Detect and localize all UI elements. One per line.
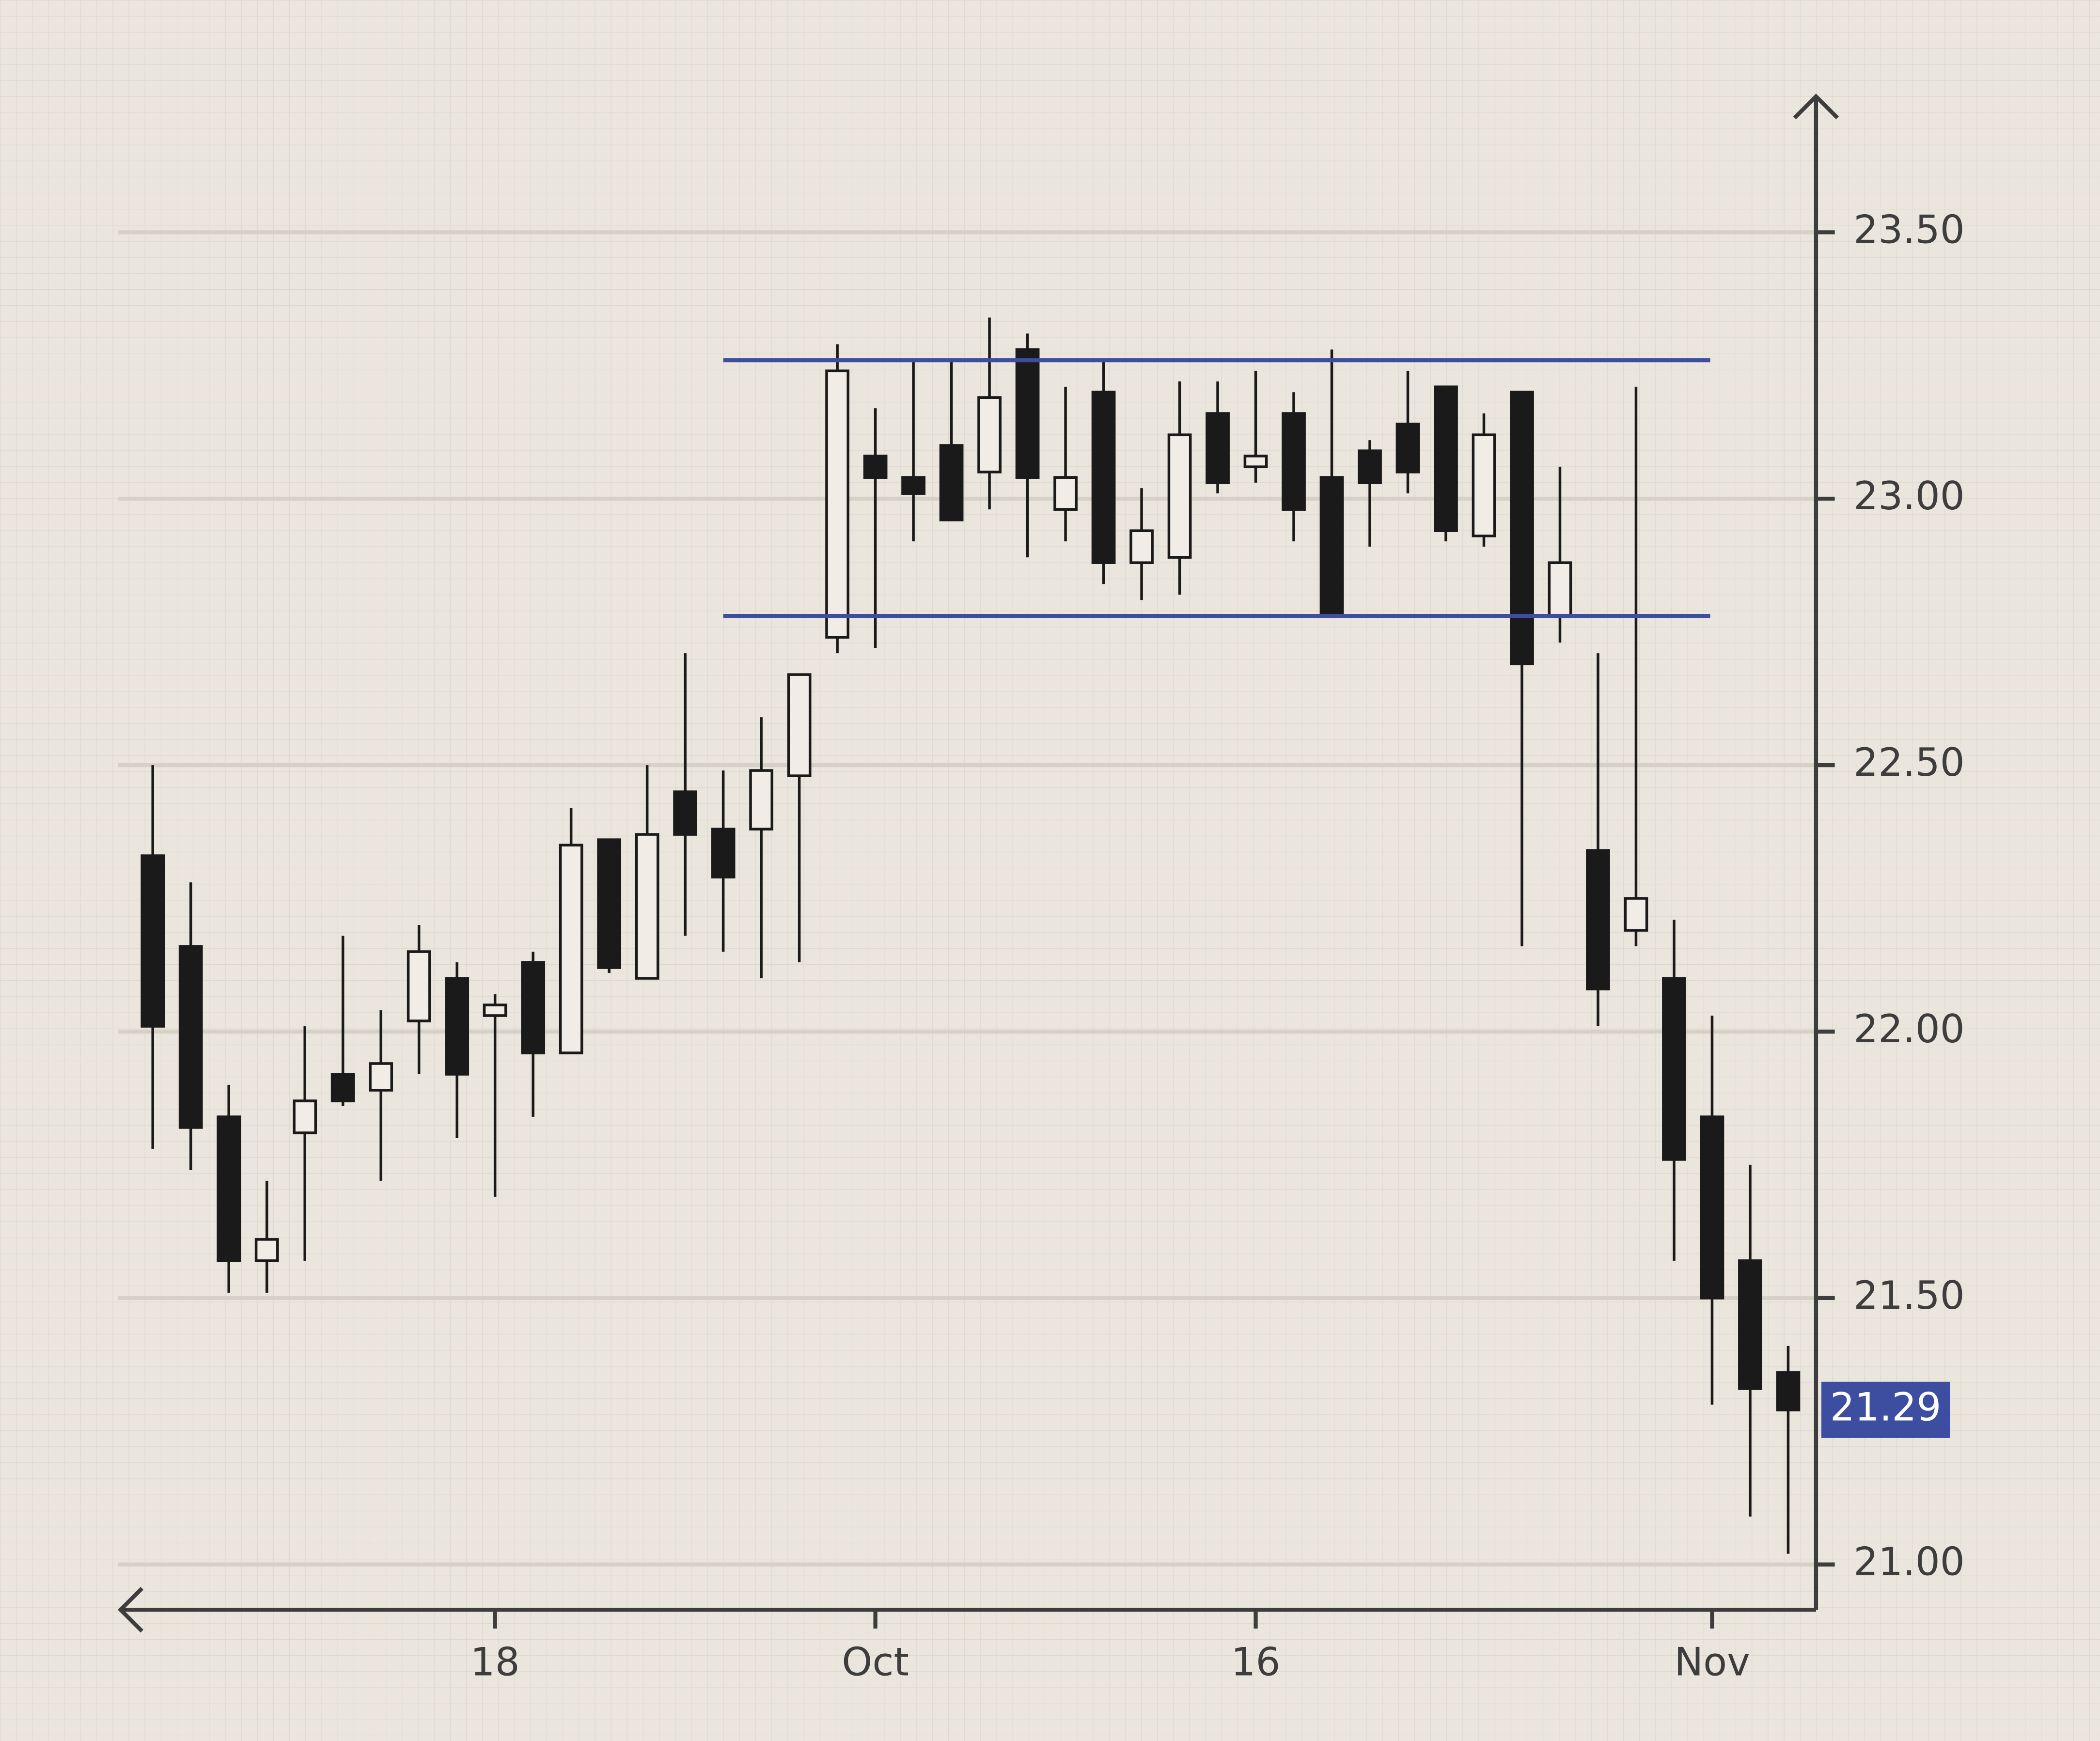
candle-body xyxy=(1624,897,1648,932)
x-tick-label: Nov xyxy=(1674,1639,1750,1684)
x-tick-label: 16 xyxy=(1231,1639,1281,1684)
candle-body xyxy=(293,1099,317,1134)
candle-body xyxy=(1243,455,1268,469)
last-price-badge xyxy=(1821,1381,1950,1438)
candle-body xyxy=(178,945,203,1129)
candle-body xyxy=(483,1004,507,1017)
candle-body xyxy=(1434,385,1458,532)
candle-body xyxy=(673,790,698,836)
axes xyxy=(118,94,1839,1633)
x-tick-label: 18 xyxy=(470,1639,520,1684)
candle-body xyxy=(1472,433,1496,537)
candle-body xyxy=(1548,561,1572,617)
y-tick-label: 23.50 xyxy=(1853,207,1964,252)
candle-body xyxy=(521,961,546,1054)
candle-body xyxy=(1319,476,1344,617)
candle-body xyxy=(369,1062,393,1092)
candle-body xyxy=(1206,412,1230,485)
candle-body xyxy=(445,977,470,1076)
candle-body xyxy=(1358,449,1382,485)
y-axis xyxy=(1793,94,1839,1610)
candle-body xyxy=(1700,1115,1724,1300)
candle-body xyxy=(1167,433,1192,559)
candle-body xyxy=(939,444,964,522)
candle-body xyxy=(1662,977,1686,1161)
plot: 21.00 21.50 22.00 22.50 23.00 23.50 18 Oct 16 Nov… xyxy=(118,207,1965,1684)
candle-body xyxy=(1053,476,1078,511)
y-tick-label: 23.00 xyxy=(1853,473,1964,518)
candle-body xyxy=(1776,1371,1801,1412)
candle-body xyxy=(711,828,736,878)
candle-body xyxy=(254,1238,279,1262)
candle-body xyxy=(901,476,925,495)
candle-body xyxy=(559,844,583,1054)
candle-body xyxy=(977,396,1002,474)
candle-body xyxy=(217,1115,241,1262)
candle-body xyxy=(1129,529,1154,564)
y-tick-label: 22.00 xyxy=(1853,1006,1964,1051)
candle-body xyxy=(141,854,165,1028)
candle-body xyxy=(330,1073,355,1102)
candle-body xyxy=(787,673,812,777)
y-tick-label: 21.50 xyxy=(1853,1273,1964,1318)
x-axis xyxy=(118,1586,1816,1633)
candle-body xyxy=(1586,849,1610,990)
candle-body xyxy=(863,455,888,479)
candle-body xyxy=(1282,412,1306,511)
candle-body xyxy=(597,838,622,969)
y-tick-label: 22.50 xyxy=(1853,740,1964,785)
candle-body xyxy=(635,833,659,980)
candle-body xyxy=(825,369,849,639)
y-tick-label: 21.00 xyxy=(1853,1539,1964,1584)
x-tick-label: Oct xyxy=(842,1639,909,1684)
candle-body xyxy=(1015,348,1040,479)
candle-body xyxy=(749,769,773,831)
candle-body xyxy=(1091,391,1116,564)
last-price-label: 21.29 xyxy=(1830,1385,1941,1430)
candle-body xyxy=(1510,391,1534,665)
candle-body xyxy=(407,950,431,1022)
candle-body xyxy=(1395,423,1420,474)
candle-body xyxy=(1738,1259,1762,1390)
